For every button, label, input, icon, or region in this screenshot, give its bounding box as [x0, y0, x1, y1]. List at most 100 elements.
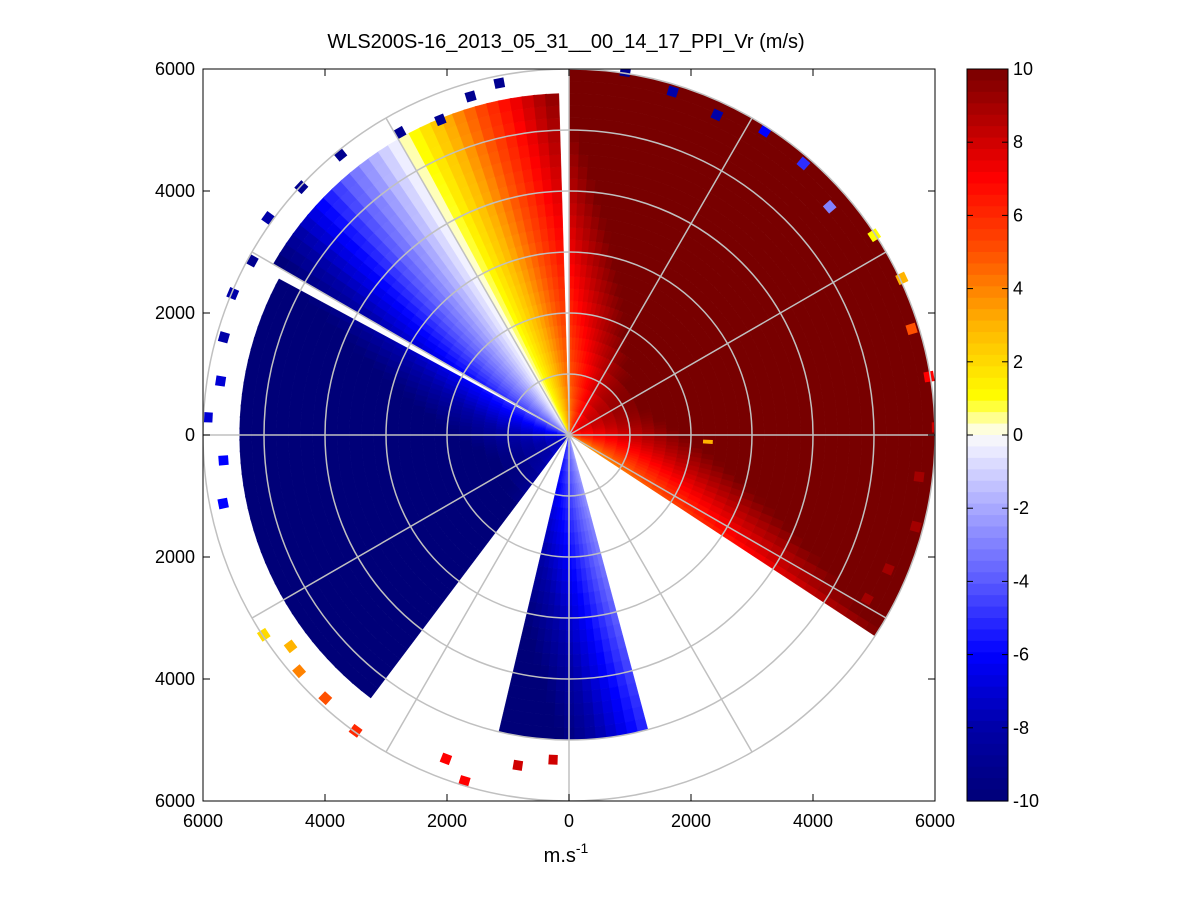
- velocity-cell: [549, 155, 561, 168]
- colorbar-swatch: [967, 401, 1008, 413]
- velocity-cell: [561, 325, 566, 337]
- colorbar-swatch: [967, 355, 1008, 367]
- colorbar-swatch: [967, 103, 1008, 115]
- sparse-return: [914, 471, 925, 482]
- colorbar-swatch: [967, 549, 1008, 561]
- colorbar-swatch: [967, 366, 1008, 378]
- velocity-cell: [562, 337, 566, 349]
- velocity-cell: [560, 313, 565, 325]
- colorbar-swatch: [967, 629, 1008, 641]
- colorbar-swatch: [967, 241, 1008, 253]
- colorbar-swatch: [967, 618, 1008, 630]
- colorbar-swatch: [967, 561, 1008, 573]
- plot-area: [203, 66, 942, 801]
- colorbar-swatch: [967, 424, 1008, 436]
- y-tick-label: 0: [185, 425, 195, 445]
- colorbar-swatch: [967, 115, 1008, 127]
- colorbar-swatch: [967, 721, 1008, 733]
- colorbar-swatch: [967, 732, 1008, 744]
- colorbar-tick-label: 8: [1013, 132, 1023, 152]
- y-tick-label: 6000: [155, 791, 195, 811]
- colorbar-swatch: [967, 309, 1008, 321]
- colorbar-swatch: [967, 458, 1008, 470]
- velocity-cell: [545, 94, 559, 107]
- colorbar-swatch: [967, 378, 1008, 390]
- velocity-cell: [557, 264, 564, 277]
- colorbar-tick-label: -8: [1013, 718, 1029, 738]
- colorbar-swatches: [967, 69, 1008, 802]
- velocity-cell: [555, 228, 564, 241]
- colorbar-swatch: [967, 412, 1008, 424]
- colorbar-swatch: [967, 481, 1008, 493]
- colorbar-swatch: [967, 504, 1008, 516]
- velocity-cell: [560, 301, 566, 313]
- colorbar-swatch: [967, 80, 1008, 92]
- velocity-cell: [558, 276, 565, 288]
- colorbar-swatch: [967, 389, 1008, 401]
- colorbar-swatch: [967, 332, 1008, 344]
- colorbar-swatch: [967, 321, 1008, 333]
- x-tick-label: 4000: [793, 811, 833, 831]
- sparse-return: [512, 760, 523, 771]
- colorbar-swatch: [967, 206, 1008, 218]
- colorbar-swatch: [967, 161, 1008, 173]
- y-tick-label: 6000: [155, 59, 195, 79]
- colorbar-swatch: [967, 138, 1008, 150]
- colorbar-swatch: [967, 664, 1008, 676]
- x-tick-label: 6000: [915, 811, 955, 831]
- colorbar-tick-label: -6: [1013, 645, 1029, 665]
- sparse-return: [215, 375, 226, 386]
- colorbar-swatch: [967, 218, 1008, 230]
- colorbar-tick-label: -10: [1013, 791, 1039, 811]
- colorbar-tick-label: 6: [1013, 205, 1023, 225]
- velocity-cell: [548, 130, 561, 143]
- sparse-return: [217, 498, 228, 510]
- colorbar-swatch: [967, 69, 1008, 81]
- x-axis-label-superscript: -1: [576, 840, 589, 856]
- colorbar-swatch: [967, 744, 1008, 756]
- colorbar-swatch: [967, 607, 1008, 619]
- colorbar-swatch: [967, 469, 1008, 481]
- velocity-cell: [546, 106, 560, 119]
- x-axis-label: m.s-1: [544, 840, 589, 867]
- colorbar-swatch: [967, 229, 1008, 241]
- colorbar-swatch: [967, 515, 1008, 527]
- colorbar-swatch: [967, 755, 1008, 767]
- sparse-return: [493, 77, 505, 89]
- sparse-return: [218, 455, 228, 465]
- colorbar-swatch: [967, 149, 1008, 161]
- colorbar-swatch: [967, 195, 1008, 207]
- colorbar-swatch: [967, 778, 1008, 790]
- colorbar-swatch: [967, 527, 1008, 539]
- x-tick-label: 6000: [183, 811, 223, 831]
- colorbar-swatch: [967, 286, 1008, 298]
- colorbar-swatch: [967, 790, 1008, 802]
- colorbar-tick-label: -2: [1013, 498, 1029, 518]
- colorbar-swatch: [967, 126, 1008, 138]
- sparse-return: [620, 66, 632, 77]
- velocity-cell: [554, 215, 563, 228]
- velocity-cell: [549, 142, 561, 155]
- colorbar-tick-label: -4: [1013, 571, 1029, 591]
- sparse-return: [703, 440, 713, 444]
- colorbar-swatch: [967, 275, 1008, 287]
- colorbar-swatch: [967, 435, 1008, 447]
- colorbar-swatch: [967, 584, 1008, 596]
- colorbar-swatch: [967, 183, 1008, 195]
- velocity-cell: [550, 167, 561, 180]
- colorbar-swatch: [967, 641, 1008, 653]
- colorbar-swatch: [967, 172, 1008, 184]
- colorbar-swatch: [967, 595, 1008, 607]
- x-tick-label: 2000: [427, 811, 467, 831]
- colorbar-swatch: [967, 252, 1008, 264]
- colorbar-swatch: [967, 538, 1008, 550]
- x-tick-label: 0: [564, 811, 574, 831]
- colorbar-swatch: [967, 710, 1008, 722]
- colorbar-swatch: [967, 687, 1008, 699]
- velocity-cell: [559, 289, 565, 301]
- colorbar-swatch: [967, 92, 1008, 104]
- velocity-cell: [556, 252, 564, 265]
- x-tick-label: 4000: [305, 811, 345, 831]
